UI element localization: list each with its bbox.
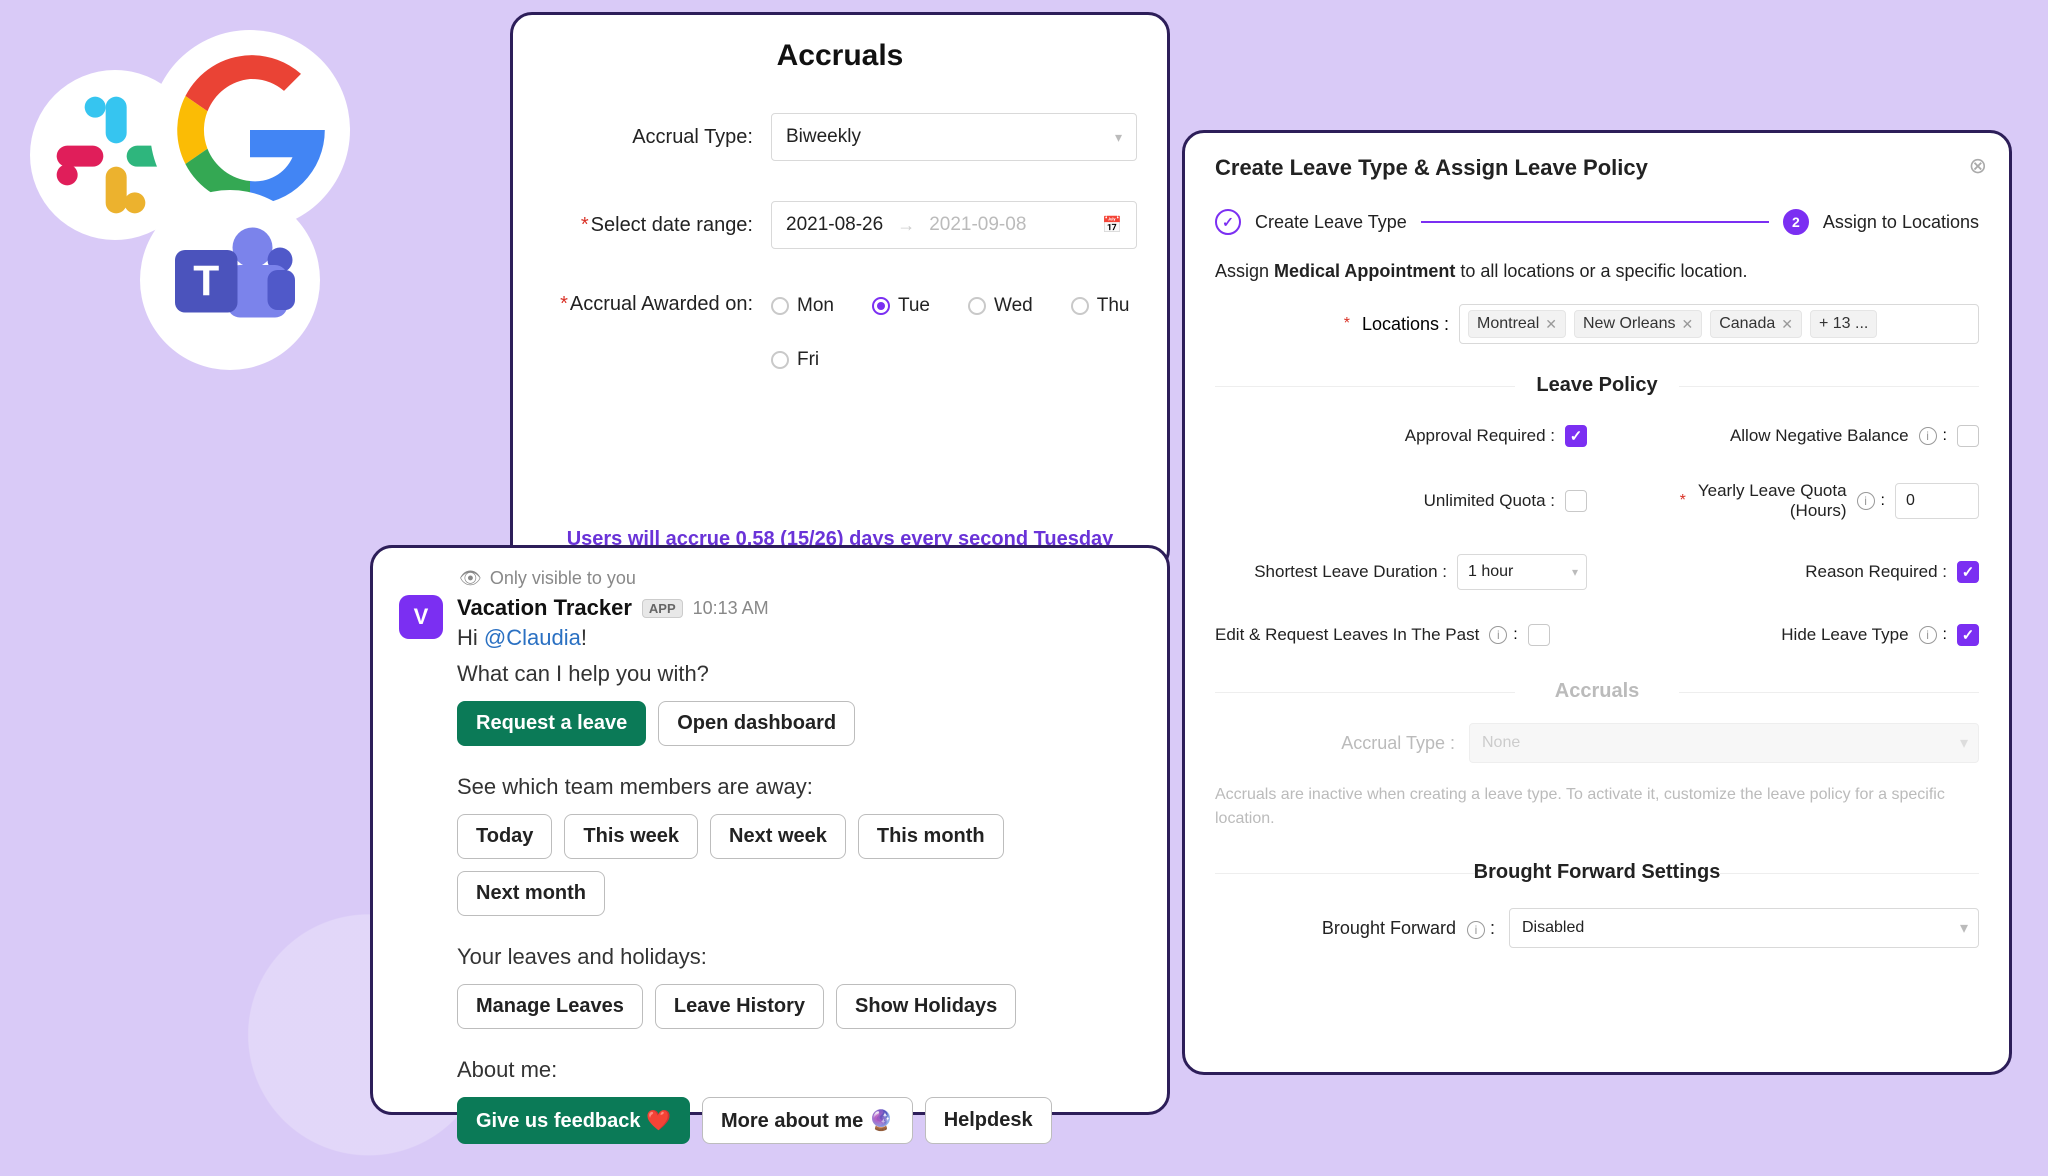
policy-section-title: Leave Policy (1215, 374, 1979, 397)
remove-tag-icon[interactable]: ✕ (1681, 316, 1693, 333)
away-nextmonth-button[interactable]: Next month (457, 871, 605, 916)
chevron-down-icon: ▾ (1960, 733, 1968, 753)
accrual-type-label: Accrual Type : (1215, 733, 1455, 754)
approval-checkbox[interactable] (1565, 425, 1587, 447)
accruals-note: Accruals are inactive when creating a le… (1215, 783, 1979, 831)
chevron-down-icon: ▾ (1115, 129, 1122, 146)
award-day-radios: Mon Tue Wed Thu Fri (771, 289, 1137, 371)
yearly-quota-input[interactable]: 0 (1895, 483, 1979, 519)
away-today-button[interactable]: Today (457, 814, 552, 859)
radio-fri[interactable]: Fri (771, 349, 1137, 371)
brought-forward-label: Brought Forward i : (1215, 918, 1495, 939)
leave-history-button[interactable]: Leave History (655, 984, 824, 1029)
svg-text:T: T (193, 258, 219, 305)
integrations-cluster: T (20, 30, 360, 330)
location-more[interactable]: + 13 ... (1810, 310, 1877, 338)
step-connector (1421, 221, 1769, 223)
chevron-down-icon: ▾ (1572, 565, 1578, 579)
away-label: See which team members are away: (457, 774, 1141, 800)
open-dashboard-button[interactable]: Open dashboard (658, 701, 855, 746)
away-nextweek-button[interactable]: Next week (710, 814, 846, 859)
approval-label: Approval Required : (1405, 426, 1555, 446)
visibility-label: 👁 Only visible to you (459, 568, 1141, 589)
brought-forward-title: Brought Forward Settings (1215, 861, 1979, 884)
leaves-label: Your leaves and holidays: (457, 944, 1141, 970)
close-icon[interactable]: ⊗ (1969, 153, 1987, 179)
negative-balance-checkbox[interactable] (1957, 425, 1979, 447)
assign-instruction: Assign Medical Appointment to all locati… (1215, 261, 1979, 282)
step-2-label: Assign to Locations (1823, 212, 1979, 233)
brought-forward-select[interactable]: Disabled ▾ (1509, 908, 1979, 948)
step-indicator: Create Leave Type 2 Assign to Locations (1215, 209, 1979, 235)
request-leave-button[interactable]: Request a leave (457, 701, 646, 746)
info-icon[interactable]: i (1467, 921, 1485, 939)
eye-icon: 👁 (459, 568, 482, 589)
locations-label: Locations : (1362, 314, 1449, 335)
location-tag[interactable]: Montreal ✕ (1468, 310, 1566, 338)
chevron-down-icon: ▾ (1960, 918, 1968, 938)
unlimited-label: Unlimited Quota : (1424, 491, 1555, 511)
calendar-icon: 📅 (1102, 215, 1122, 235)
app-name: Vacation Tracker (457, 595, 632, 621)
info-icon[interactable]: i (1919, 427, 1937, 445)
accrual-type-select[interactable]: Biweekly ▾ (771, 113, 1137, 161)
hide-leave-type-label: Hide Leave Type (1781, 625, 1908, 645)
radio-thu[interactable]: Thu (1071, 295, 1130, 317)
info-icon[interactable]: i (1919, 626, 1937, 644)
past-leaves-checkbox[interactable] (1528, 624, 1550, 646)
info-icon[interactable]: i (1857, 492, 1875, 510)
award-label: *Accrual Awarded on: (543, 289, 753, 316)
date-range-input[interactable]: 2021-08-26 → 2021-09-08 📅 (771, 201, 1137, 249)
step-1-label: Create Leave Type (1255, 212, 1407, 233)
negative-balance-label: Allow Negative Balance (1730, 426, 1909, 446)
shortest-duration-select[interactable]: 1 hour▾ (1457, 554, 1587, 590)
show-holidays-button[interactable]: Show Holidays (836, 984, 1016, 1029)
remove-tag-icon[interactable]: ✕ (1545, 316, 1557, 333)
location-tag[interactable]: New Orleans ✕ (1574, 310, 1702, 338)
accrual-type-select-disabled: None ▾ (1469, 723, 1979, 763)
accruals-panel: Accruals Accrual Type: Biweekly ▾ *Selec… (510, 12, 1170, 572)
away-thismonth-button[interactable]: This month (858, 814, 1004, 859)
greeting-line: Hi @Claudia! (457, 625, 1141, 651)
info-icon[interactable]: i (1489, 626, 1507, 644)
date-start: 2021-08-26 (786, 214, 883, 236)
radio-mon[interactable]: Mon (771, 295, 834, 317)
message-time: 10:13 AM (693, 598, 769, 619)
leave-policy-modal: Create Leave Type & Assign Leave Policy … (1182, 130, 2012, 1075)
step-2-badge: 2 (1783, 209, 1809, 235)
slack-message-panel: 👁 Only visible to you V Vacation Tracker… (370, 545, 1170, 1115)
app-avatar: V (399, 595, 443, 639)
past-leaves-label: Edit & Request Leaves In The Past (1215, 625, 1479, 645)
user-mention[interactable]: @Claudia (484, 625, 581, 650)
date-range-label: *Select date range: (543, 214, 753, 237)
more-about-button[interactable]: More about me 🔮 (702, 1097, 913, 1144)
hide-leave-type-checkbox[interactable] (1957, 624, 1979, 646)
away-thisweek-button[interactable]: This week (564, 814, 698, 859)
prompt-line: What can I help you with? (457, 661, 1141, 687)
yearly-quota-label: Yearly Leave Quota(Hours) (1698, 481, 1847, 520)
accrual-type-value: Biweekly (786, 126, 861, 148)
remove-tag-icon[interactable]: ✕ (1781, 316, 1793, 333)
reason-required-label: Reason Required : (1805, 562, 1947, 582)
app-badge: APP (642, 599, 683, 618)
unlimited-checkbox[interactable] (1565, 490, 1587, 512)
manage-leaves-button[interactable]: Manage Leaves (457, 984, 643, 1029)
date-end: 2021-09-08 (929, 214, 1026, 236)
accrual-type-label: Accrual Type: (543, 126, 753, 149)
about-label: About me: (457, 1057, 1141, 1083)
shortest-duration-label: Shortest Leave Duration : (1254, 562, 1447, 582)
radio-tue[interactable]: Tue (872, 295, 930, 317)
location-tag[interactable]: Canada ✕ (1710, 310, 1802, 338)
feedback-button[interactable]: Give us feedback ❤️ (457, 1097, 690, 1144)
step-1-done-icon (1215, 209, 1241, 235)
reason-required-checkbox[interactable] (1957, 561, 1979, 583)
accruals-title: Accruals (543, 39, 1137, 73)
arrow-right-icon: → (897, 215, 915, 236)
radio-wed[interactable]: Wed (968, 295, 1033, 317)
accruals-section-title: Accruals (1215, 680, 1979, 703)
helpdesk-button[interactable]: Helpdesk (925, 1097, 1052, 1144)
teams-icon: T (140, 190, 320, 370)
modal-title: Create Leave Type & Assign Leave Policy (1215, 155, 1979, 181)
locations-input[interactable]: Montreal ✕ New Orleans ✕ Canada ✕ + 13 .… (1459, 304, 1979, 344)
